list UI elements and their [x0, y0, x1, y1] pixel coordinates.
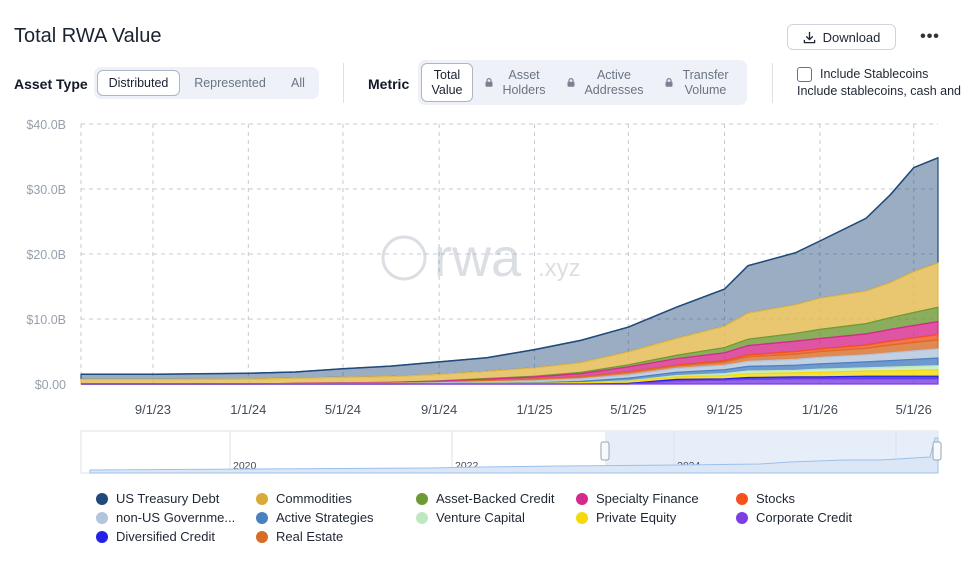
metric-active-addresses-line1: Active: [596, 67, 632, 82]
metric-total-value-line2: Value: [431, 82, 463, 97]
asset-type-selector: Distributed Represented All: [94, 67, 319, 99]
legend-label: Commodities: [276, 491, 352, 506]
legend-label: Specialty Finance: [596, 491, 699, 506]
asset-type-represented[interactable]: Represented: [194, 75, 266, 90]
metric-active-addresses[interactable]: Active Addresses: [558, 63, 653, 102]
legend-item[interactable]: Venture Capital: [416, 510, 525, 525]
download-icon: [803, 31, 815, 43]
rwa-value-chart[interactable]: $0.00 $10.0B $20.0B $30.0B $40.0B 9/1/23 1/1/2…: [0, 110, 962, 480]
metric-transfer-volume-line2: Volume: [684, 82, 727, 97]
area-series-corporate-credit: [81, 378, 939, 385]
toolbar-divider: [772, 63, 773, 103]
x-tick-label: 5/1/24: [325, 402, 361, 417]
x-tick-label: 9/1/23: [135, 402, 171, 417]
legend-dot-icon: [416, 511, 428, 524]
download-label: Download: [822, 29, 881, 45]
legend-label: Active Strategies: [276, 510, 374, 525]
navigator-series: [89, 437, 939, 474]
metric-transfer-volume[interactable]: Transfer Volume: [653, 63, 741, 102]
lock-icon: [665, 78, 673, 87]
legend-item[interactable]: non-US Governme...: [96, 510, 235, 525]
metric-active-addresses-line2: Addresses: [584, 82, 644, 97]
more-options-button[interactable]: •••: [920, 28, 940, 45]
watermark-text: rwa: [434, 228, 522, 288]
legend-item[interactable]: Stocks: [736, 491, 795, 506]
legend-item[interactable]: Private Equity: [576, 510, 676, 525]
metric-asset-holders[interactable]: Asset Holders: [473, 63, 558, 102]
legend-item[interactable]: Asset-Backed Credit: [416, 491, 555, 506]
legend-dot-icon: [736, 511, 748, 524]
total-value-line: [81, 157, 939, 376]
metric-transfer-volume-text: Transfer Volume: [682, 68, 728, 98]
legend-dot-icon: [416, 492, 428, 505]
metric-asset-holders-text: Asset Holders: [502, 68, 545, 98]
legend-item[interactable]: Commodities: [256, 491, 352, 506]
x-tick-label: 1/1/24: [230, 402, 266, 417]
asset-type-label: Asset Type: [14, 76, 88, 92]
y-tick-label: $30.0B: [26, 183, 66, 197]
metric-transfer-volume-line1: Transfer: [682, 67, 729, 82]
legend-dot-icon: [256, 530, 268, 543]
x-tick-label: 9/1/24: [421, 402, 457, 417]
x-tick-label: 5/1/26: [896, 402, 932, 417]
y-tick-label: $40.0B: [26, 118, 66, 132]
asset-type-all[interactable]: All: [291, 75, 305, 90]
legend-item[interactable]: Corporate Credit: [736, 510, 852, 525]
legend-label: Real Estate: [276, 529, 344, 544]
metric-selector: Total Value Asset Holders Active Address…: [418, 60, 747, 105]
y-tick-label: $20.0B: [26, 248, 66, 262]
legend-label: Corporate Credit: [756, 510, 853, 525]
x-tick-label: 5/1/25: [610, 402, 646, 417]
legend-item[interactable]: Diversified Credit: [96, 529, 215, 544]
legend-dot-icon: [96, 492, 108, 505]
navigator-left-handle: [600, 441, 610, 461]
legend-dot-icon: [576, 511, 588, 524]
x-tick-label: 1/1/26: [802, 402, 838, 417]
navigator-right-handle: [932, 441, 942, 461]
legend-dot-icon: [96, 530, 108, 543]
globe-icon: [381, 235, 427, 281]
metric-asset-holders-line1: Asset: [508, 67, 540, 82]
watermark: rwa .xyz: [381, 228, 581, 288]
x-tick-label: 9/1/25: [706, 402, 742, 417]
x-tick-label: 1/1/25: [516, 402, 552, 417]
legend-label: US Treasury Debt: [116, 491, 220, 506]
page-title: Total RWA Value: [14, 25, 162, 47]
legend-label: Stocks: [756, 491, 796, 506]
metric-active-addresses-text: Active Addresses: [584, 68, 643, 98]
legend-dot-icon: [736, 492, 748, 505]
legend-label: Private Equity: [596, 510, 677, 525]
legend-dot-icon: [96, 511, 108, 524]
include-stablecoins-description: Include stablecoins, cash and: [797, 84, 961, 98]
toolbar-divider: [343, 63, 344, 103]
lock-icon: [485, 78, 493, 87]
legend-label: Asset-Backed Credit: [436, 491, 555, 506]
legend-item[interactable]: Real Estate: [256, 529, 343, 544]
legend-dot-icon: [256, 511, 268, 524]
download-button[interactable]: Download: [787, 24, 896, 50]
metric-total-value[interactable]: Total Value: [421, 63, 473, 102]
watermark-suffix: .xyz: [538, 255, 581, 282]
lock-icon: [567, 78, 575, 87]
include-stablecoins-checkbox[interactable]: [797, 67, 812, 82]
legend-label: Venture Capital: [436, 510, 525, 525]
y-tick-label: $0.00: [35, 378, 66, 392]
legend-item[interactable]: Active Strategies: [256, 510, 374, 525]
asset-type-distributed[interactable]: Distributed: [97, 70, 180, 96]
y-tick-label: $10.0B: [26, 313, 66, 327]
legend-dot-icon: [576, 492, 588, 505]
metric-total-value-line1: Total: [433, 67, 461, 82]
legend-label: Diversified Credit: [116, 529, 215, 544]
legend-item[interactable]: Specialty Finance: [576, 491, 699, 506]
metric-label: Metric: [368, 76, 410, 92]
metric-asset-holders-line2: Holders: [502, 82, 546, 97]
legend-label: non-US Governme...: [116, 510, 236, 525]
legend-dot-icon: [256, 492, 268, 505]
include-stablecoins-label[interactable]: Include Stablecoins: [820, 67, 929, 81]
legend-item[interactable]: US Treasury Debt: [96, 491, 219, 506]
